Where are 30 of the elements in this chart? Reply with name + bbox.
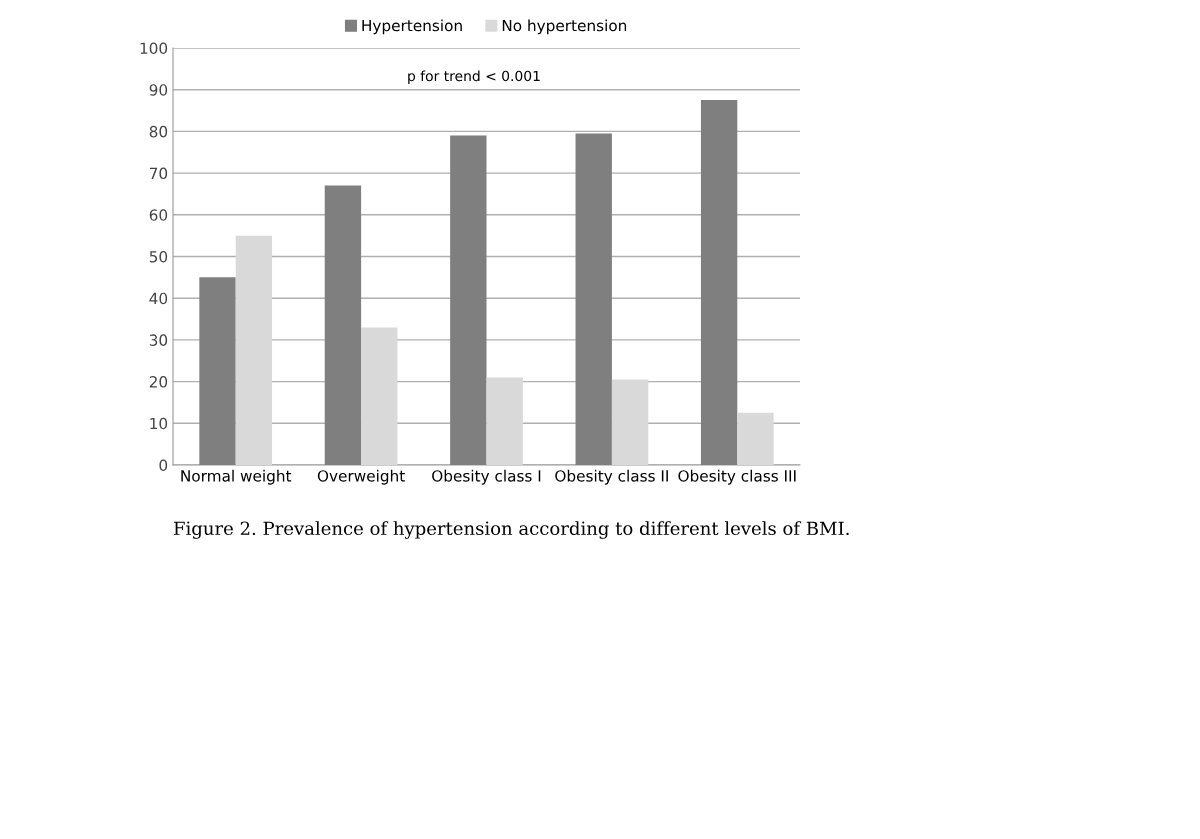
y-tick-label: 30 (149, 334, 168, 346)
bar (235, 235, 273, 465)
legend-label: Hypertension (362, 19, 462, 35)
bar (737, 412, 774, 465)
bar (450, 135, 487, 465)
y-tick-label: 0 (159, 459, 168, 472)
annotation: p for trend < 0.001 (408, 70, 540, 84)
bar (199, 277, 236, 465)
x-tick-label: Normal weight (181, 469, 292, 485)
bar (324, 185, 362, 465)
y-tick-label: 70 (149, 167, 168, 180)
y-tick-label: 80 (149, 125, 168, 138)
y-tick-label: 20 (149, 376, 168, 388)
x-tick-label: Overweight (317, 469, 405, 485)
x-tick-label: Obesity class III (678, 469, 796, 485)
y-tick-label: 100 (140, 42, 168, 55)
y-tick-label: 40 (149, 292, 168, 305)
y-tick-label: 50 (149, 250, 168, 263)
y-tick-label: 10 (150, 417, 168, 430)
x-tick-label: Obesity class I (432, 469, 541, 485)
y-tick-label: 60 (149, 209, 168, 221)
caption: Figure 2. Prevalence of hypertension according to different levels of BMI. (174, 521, 849, 539)
y-tick-label: 90 (149, 84, 168, 96)
bar (486, 377, 523, 465)
bar (611, 379, 649, 465)
bar (361, 327, 398, 465)
x-tick-label: Obesity class II (555, 469, 668, 485)
bar (700, 100, 738, 465)
bar (575, 133, 612, 465)
legend-label: No hypertension (502, 19, 627, 35)
